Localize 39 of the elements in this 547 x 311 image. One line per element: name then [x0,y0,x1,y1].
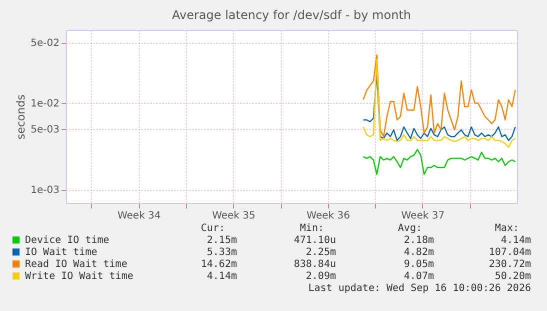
y-tick-label: 1e-03 [30,185,60,196]
text: 4.07m [404,271,434,282]
text: Max: [494,223,519,234]
text: 2.09m [306,271,336,282]
x-tick-label: Week 34 [117,210,161,222]
text: Last update: Wed Sep 16 10:00:26 2026 [308,283,531,294]
legend-label: Device IO time [25,235,110,246]
text: Cur: [200,223,225,234]
text: 9.05m [404,259,434,270]
text: 4.14m [500,235,531,246]
text: Avg: [398,223,422,234]
text: 4.82m [404,247,434,258]
text: 50.20m [494,271,531,282]
text: 2.15m [206,235,237,246]
text: 2.25m [306,247,336,258]
x-tick-label: Week 35 [212,210,256,222]
text: 2.18m [404,235,434,246]
line-series [362,72,516,142]
legend-label: Read IO Wait time [25,259,128,270]
text: 471.10u [294,235,336,246]
y-tick-label: 1e-02 [30,98,60,110]
y-tick-label: 5e-02 [30,38,60,50]
legend-label: IO Wait time [25,247,98,258]
text: 107.04m [488,247,531,258]
text: 14.62m [200,259,237,270]
line-series [362,58,516,148]
text: 5.33m [206,247,237,258]
y-axis-title: seconds [14,94,28,140]
x-tick-label: Week 36 [306,210,350,222]
text: Min: [300,223,324,234]
legend-label: Write IO Wait time [25,271,134,282]
text: 4.14m [206,271,237,282]
line-series [362,54,516,138]
line-series [362,149,516,175]
x-tick-label: Week 37 [401,210,445,222]
y-tick-label: 5e-03 [30,124,60,136]
chart-title: Average latency for /dev/sdf - by month [172,8,412,22]
text: 230.72m [488,259,531,270]
text: 838.84u [294,259,336,270]
